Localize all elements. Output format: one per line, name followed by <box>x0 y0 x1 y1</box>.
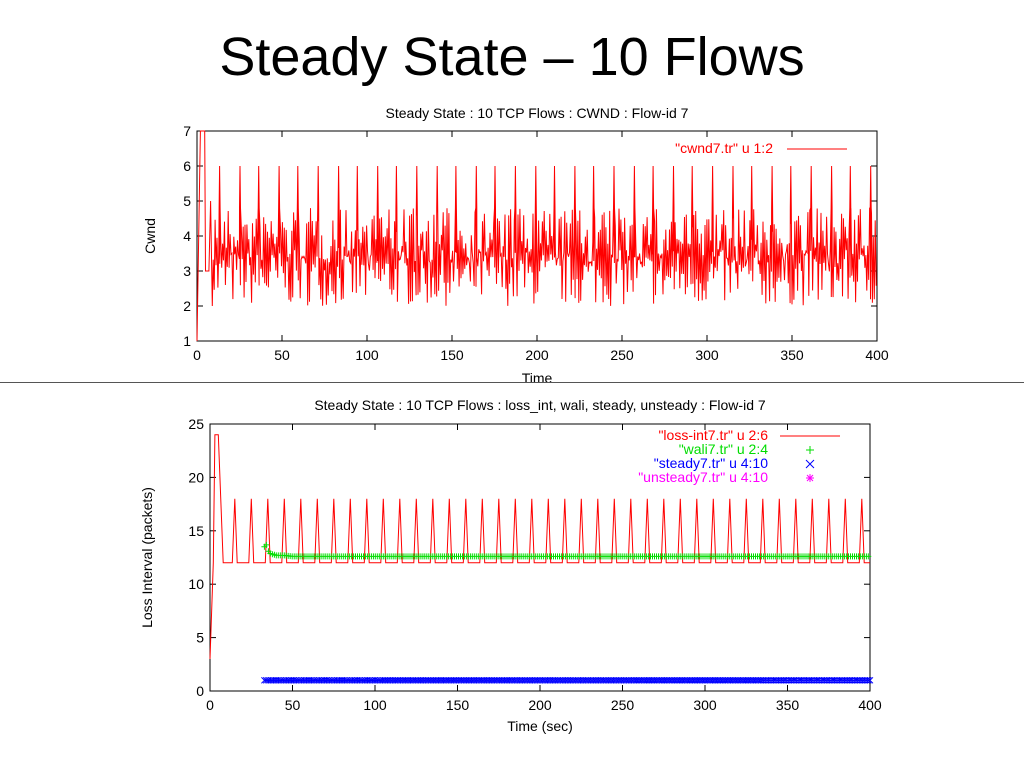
x-tick-label: 0 <box>193 347 201 363</box>
x-tick-label: 200 <box>528 697 552 713</box>
x-tick-label: 400 <box>865 347 889 363</box>
x-axis-label: Time <box>522 370 553 386</box>
y-tick-label: 1 <box>183 333 191 349</box>
legend-label: "steady7.tr" u 4:10 <box>654 455 768 471</box>
y-axis-label: Cwnd <box>142 218 158 254</box>
loss-int-series-line <box>209 434 870 660</box>
x-tick-label: 350 <box>776 697 800 713</box>
y-tick-label: 10 <box>188 576 204 592</box>
x-tick-label: 300 <box>693 697 717 713</box>
x-tick-label: 250 <box>610 347 634 363</box>
slide-title: Steady State – 10 Flows <box>219 27 805 87</box>
x-tick-label: 400 <box>858 697 882 713</box>
y-tick-label: 0 <box>196 683 204 699</box>
steady-series-markers <box>261 676 874 684</box>
y-tick-label: 4 <box>183 228 191 244</box>
x-tick-label: 350 <box>780 347 804 363</box>
legend-plus-marker <box>806 446 814 454</box>
x-axis-label: Time (sec) <box>507 718 573 734</box>
legend-label: "unsteady7.tr" u 4:10 <box>638 469 768 485</box>
y-tick-label: 5 <box>196 630 204 646</box>
cwnd-series-line <box>196 130 877 342</box>
legend-label: "wali7.tr" u 2:4 <box>679 441 769 457</box>
x-tick-label: 300 <box>695 347 719 363</box>
x-tick-label: 250 <box>611 697 635 713</box>
y-tick-label: 6 <box>183 158 191 174</box>
loss-interval-chart: Steady State : 10 TCP Flows : loss_int, … <box>139 397 882 734</box>
x-tick-label: 50 <box>274 347 290 363</box>
x-tick-label: 50 <box>285 697 301 713</box>
chart-title: Steady State : 10 TCP Flows : loss_int, … <box>314 397 766 413</box>
legend-cross-marker <box>805 459 815 469</box>
y-tick-label: 7 <box>183 123 191 139</box>
y-tick-label: 5 <box>183 193 191 209</box>
y-tick-label: 2 <box>183 298 191 314</box>
wali-series-markers <box>261 541 872 560</box>
y-tick-label: 20 <box>188 469 204 485</box>
y-axis-label: Loss Interval (packets) <box>139 487 155 628</box>
legend-star-marker <box>806 474 814 482</box>
x-tick-label: 100 <box>363 697 387 713</box>
x-tick-label: 150 <box>440 347 464 363</box>
divider <box>0 382 1024 383</box>
legend-label: "cwnd7.tr" u 1:2 <box>675 140 773 156</box>
legend-label: "loss-int7.tr" u 2:6 <box>658 427 768 443</box>
cwnd-chart: Steady State : 10 TCP Flows : CWND : Flo… <box>142 105 889 386</box>
x-tick-label: 200 <box>525 347 549 363</box>
y-tick-label: 15 <box>188 523 204 539</box>
x-tick-label: 100 <box>355 347 379 363</box>
x-tick-label: 150 <box>446 697 470 713</box>
x-tick-label: 0 <box>206 697 214 713</box>
y-tick-label: 3 <box>183 263 191 279</box>
y-tick-label: 25 <box>188 416 204 432</box>
chart-title: Steady State : 10 TCP Flows : CWND : Flo… <box>386 105 689 121</box>
